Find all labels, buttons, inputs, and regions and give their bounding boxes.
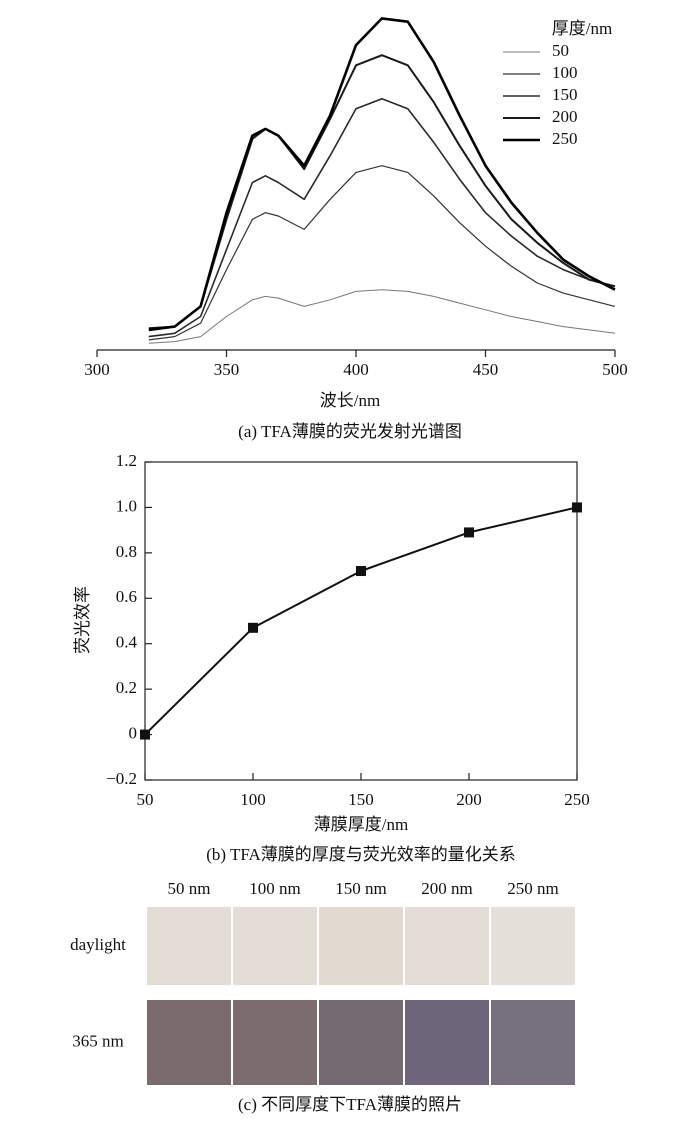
x-tick-label: 250 (564, 790, 590, 809)
row-label: daylight (70, 935, 126, 954)
series-line (148, 165, 616, 341)
x-tick-label: 300 (84, 360, 110, 379)
y-tick-label: 1.2 (116, 451, 137, 470)
x-tick-label: 200 (456, 790, 482, 809)
photo-swatch (405, 1000, 489, 1085)
series-line (148, 98, 616, 338)
caption-b: (b) TFA薄膜的厚度与荧光效率的量化关系 (206, 845, 516, 864)
y-tick-label: 0 (129, 723, 138, 742)
caption-c: (c) 不同厚度下TFA薄膜的照片 (238, 1095, 462, 1114)
photo-swatch (319, 1000, 403, 1085)
photo-swatch (147, 907, 231, 985)
y-tick-label: 0.8 (116, 542, 137, 561)
x-tick-label: 100 (240, 790, 266, 809)
x-tick-label: 500 (602, 360, 628, 379)
y-tick-label: 0.2 (116, 678, 137, 697)
photo-swatch (491, 907, 575, 985)
marker (464, 527, 474, 538)
x-tick-label: 350 (214, 360, 240, 379)
column-label: 200 nm (421, 879, 472, 898)
series-line (144, 506, 578, 736)
caption-a: (a) TFA薄膜的荧光发射光谱图 (238, 422, 462, 441)
y-tick-label: 0.4 (116, 633, 138, 652)
legend-label: 250 (552, 129, 578, 148)
photo-swatch (233, 1000, 317, 1085)
x-tick-label: 50 (137, 790, 154, 809)
series-line (148, 54, 616, 330)
photo-swatch (491, 1000, 575, 1085)
marker (248, 622, 258, 633)
marker (356, 566, 366, 577)
marker (572, 502, 582, 513)
y-tick-label: 0.6 (116, 587, 137, 606)
x-axis-label: 波长/nm (320, 391, 380, 410)
legend-label: 100 (552, 63, 578, 82)
column-label: 150 nm (335, 879, 386, 898)
x-tick-label: 450 (473, 360, 499, 379)
series-line (148, 289, 616, 344)
plot-frame (144, 461, 578, 781)
x-axis-label: 薄膜厚度/nm (314, 815, 408, 834)
photo-swatch (405, 907, 489, 985)
x-tick-label: 400 (343, 360, 369, 379)
y-tick-label: −0.2 (106, 769, 137, 788)
column-label: 100 nm (249, 879, 300, 898)
legend-title: 厚度/nm (552, 19, 612, 38)
row-label: 365 nm (72, 1031, 123, 1050)
photo-swatch (233, 907, 317, 985)
y-axis-label: 荧光效率 (73, 586, 92, 654)
legend-label: 200 (552, 107, 578, 126)
series-line (148, 17, 616, 332)
legend-label: 50 (552, 41, 569, 60)
column-label: 250 nm (507, 879, 558, 898)
photo-swatch (319, 907, 403, 985)
marker (140, 729, 150, 740)
legend-label: 150 (552, 85, 578, 104)
column-label: 50 nm (168, 879, 211, 898)
y-tick-label: 1.0 (116, 496, 137, 515)
photo-swatch (147, 1000, 231, 1085)
x-tick-label: 150 (348, 790, 374, 809)
